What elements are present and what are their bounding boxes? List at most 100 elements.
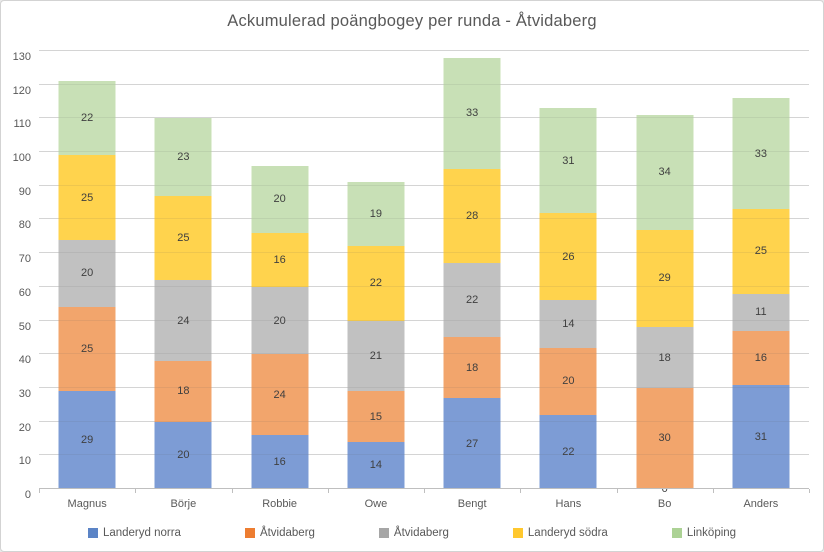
x-axis-tick [231,489,233,493]
bar-segment: 25 [154,195,212,281]
bar-segment: 18 [636,327,694,388]
data-label: 22 [81,112,94,125]
bar-segment: 20 [58,239,116,308]
data-label: 16 [273,456,286,469]
x-axis-tick [520,489,522,493]
bar-segment: 15 [347,391,405,442]
data-label: 27 [466,437,479,450]
legend: Landeryd norra Åtvidaberg Åtvidaberg Lander… [1,527,823,539]
bar-segment: 24 [251,354,309,436]
data-label: 33 [466,107,479,120]
y-gridline [39,454,809,456]
bar-segment: 31 [539,108,597,213]
chart-title: Ackumulerad poängbogey per runda - Åtvid… [227,12,597,30]
data-label: 18 [466,361,479,374]
bar-segment: 33 [443,57,501,169]
y-axis: 0 10 20 30 40 50 60 70 80 90 100 110 120 130 [12,51,31,501]
y-gridline-overlay [39,353,809,355]
x-axis-tick [712,489,714,493]
data-label: 26 [562,250,575,263]
bar-segment: 26 [539,212,597,301]
data-label: 30 [658,432,671,445]
y-gridline-overlay [39,50,809,51]
data-label: 14 [369,459,382,472]
data-label: 34 [658,166,671,179]
legend-item: Landeryd norra [87,527,181,539]
bar-segment: 34 [636,115,694,230]
y-gridline-overlay [39,83,809,85]
y-gridline [39,285,809,287]
data-label: 33 [754,147,767,160]
data-label: 28 [466,210,479,223]
x-tick-label: Bengt [457,498,487,510]
data-label: 19 [369,208,382,221]
x-axis-tick [39,489,40,493]
x-axis-tick [616,489,618,493]
y-gridline [39,386,809,388]
bar-segment: 18 [443,337,501,399]
bar-segment: 16 [251,435,309,489]
bar-column-anders: 31 16 11 25 33 [713,51,809,489]
data-label: 20 [273,193,286,206]
bar-column-hans: 22 20 14 26 31 [520,51,616,489]
data-label: 24 [273,388,286,401]
bar-column-magnus: 29 25 20 25 22 [39,51,135,489]
bar-segment: 24 [154,280,212,361]
bar-segment: 25 [732,209,790,294]
x-tick-label: Hans [555,498,582,510]
x-tick-label: Börje [170,498,197,510]
bar-segment: 27 [443,398,501,489]
x-tick-label: Robbie [262,498,298,510]
bar-segment: 22 [347,246,405,321]
y-gridline [39,353,809,355]
y-gridline [39,420,809,422]
data-label: 25 [177,232,190,244]
data-label: 31 [754,430,767,443]
data-label: 22 [369,277,382,290]
bar-segment: 20 [251,165,309,233]
legend-item: Landeryd södra [512,527,608,539]
bar-segment: 28 [443,168,501,264]
data-label: 18 [658,351,671,364]
y-gridline [39,83,809,85]
x-tick-label: Magnus [67,498,107,510]
bar-segment: 20 [539,347,597,415]
data-label: 29 [658,272,671,285]
y-gridline-overlay [39,386,809,388]
data-label: 25 [81,191,94,204]
legend-marker-icon [378,528,389,538]
legend-marker-icon [512,528,523,538]
data-label: 25 [754,245,767,258]
x-axis: Magnus Börje Robbie Owe Bengt Hans Bo Anders [39,498,809,514]
legend-item: Åtvidaberg [378,527,449,539]
y-gridline-overlay [39,319,809,321]
legend-label: Landeryd norra [102,527,181,539]
data-label: 18 [177,385,190,398]
legend-marker-icon [671,528,682,538]
x-axis-tick [135,489,137,493]
data-label: 16 [273,253,286,266]
y-gridline-overlay [39,184,809,186]
y-gridline-overlay [39,151,809,153]
data-label: 20 [81,267,94,280]
bar-segment: 25 [58,155,116,240]
bar-segment: 19 [347,182,405,247]
bar-segment: 23 [154,118,212,196]
bar-segment: 14 [539,300,597,348]
bar-segment: 21 [347,320,405,392]
bar-segment: 20 [154,421,212,489]
x-axis-tick [327,489,329,493]
legend-label: Landeryd södra [527,527,608,539]
bar-column-bengt: 27 18 22 28 33 [424,51,520,489]
data-label: 22 [562,445,575,458]
data-label: 24 [177,314,190,327]
y-gridline [39,184,809,186]
bar-segment: 20 [251,286,309,355]
y-gridline-overlay [39,285,809,287]
x-tick-label: Owe [364,498,388,510]
y-gridline-overlay [39,420,809,422]
y-gridline [39,319,809,321]
y-gridline [39,117,809,119]
data-label: 14 [562,317,575,330]
